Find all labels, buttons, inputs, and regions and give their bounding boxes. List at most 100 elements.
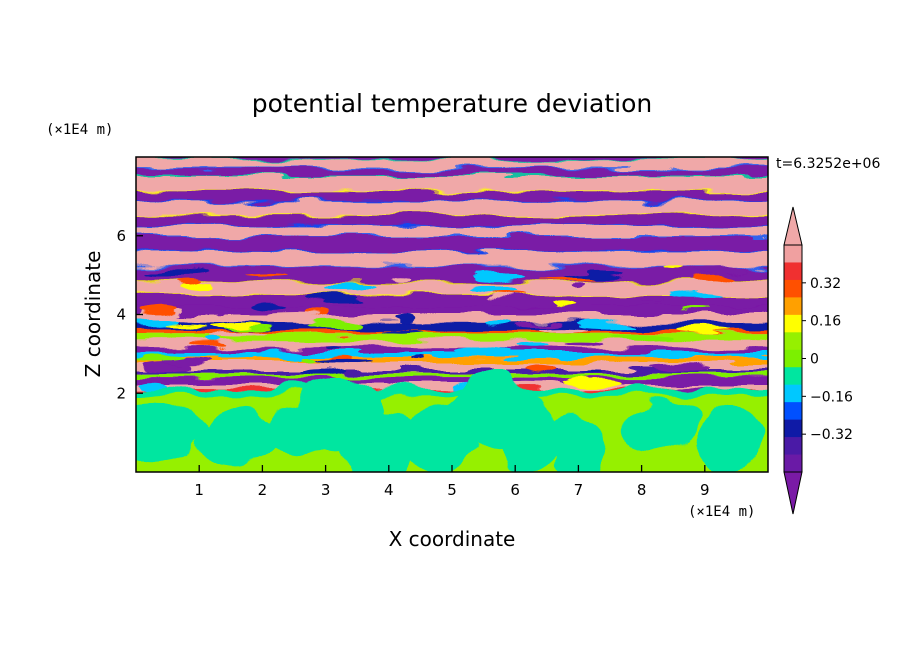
lower-top-strip [136,387,768,396]
eddy [565,340,604,346]
x-tick-label: 6 [510,481,520,499]
colorbar-cell [784,245,802,263]
band [136,340,768,349]
eddy [207,331,266,337]
band [136,201,768,216]
colorbar-cell [784,262,802,281]
band [136,314,768,323]
eddy [681,308,708,312]
band-edge [136,158,768,161]
eddy [516,342,549,349]
eddy [302,295,363,302]
band [136,159,768,169]
band [136,369,768,374]
colorbar-cell [784,314,802,333]
band [136,385,768,390]
x-tick-label: 5 [447,481,457,499]
eddy [242,271,289,275]
band [136,282,768,296]
eddy [486,318,510,325]
eddy [167,324,211,328]
colorbar-cell [784,402,802,421]
colorbar-extend-bottom [783,471,803,515]
band [136,168,768,177]
eddy [303,356,319,364]
colorbar-tick-label: 0.32 [810,276,841,292]
convective-cell [452,369,528,449]
lower-field [136,369,768,472]
band [136,353,768,357]
band [136,306,768,315]
eddy [257,349,309,359]
x-tick-label: 9 [700,481,710,499]
eddy [694,265,747,274]
band [136,236,768,252]
eddy [323,281,376,291]
eddy [326,348,342,353]
eddy [526,364,556,372]
band-edge [136,190,768,193]
band [136,377,768,386]
band [136,333,768,341]
eddy [264,312,321,317]
band-edge [136,225,768,227]
eddy [252,301,287,310]
eddy [451,347,509,356]
band [136,176,768,192]
x-tick-label: 3 [321,481,331,499]
eddy [486,294,512,299]
colorbar-tick-label: −0.16 [810,389,853,405]
x-tick-label: 4 [384,481,394,499]
colorbar-extend-top [783,206,803,246]
band [136,215,768,227]
band-edge [136,235,768,238]
convective-cell [696,412,764,469]
band [136,322,768,330]
eddy [489,291,525,296]
eddy [612,333,674,342]
colorbar-cell [784,367,802,386]
band [136,363,768,369]
eddy [412,356,427,360]
colorbar-cell [784,332,802,351]
colorbar-cell [784,437,802,456]
band-edge [136,294,768,296]
eddy [175,280,203,285]
x-axis-ticks: 1 2 3 4 5 6 7 8 9 [194,465,710,499]
y-axis-ticks: 2 4 6 [116,227,143,402]
x-unit-label: (×1E4 m) [688,504,755,520]
convective-cell [136,406,205,459]
band-edge [136,214,768,217]
eddy [571,282,585,292]
band-edge [136,265,768,268]
eddy [213,323,261,328]
eddy [650,364,710,371]
colorbar [783,206,803,515]
eddy [689,276,737,285]
eddy [579,368,602,372]
convective-cell [549,419,608,472]
eddy [139,305,177,314]
band [136,356,768,364]
x-tick-label: 8 [637,481,647,499]
x-axis-label: X coordinate [389,527,516,551]
eddy [300,366,345,375]
eddy [536,276,595,281]
eddy [640,297,664,304]
band [136,157,768,160]
eddy [398,314,414,324]
eddy [471,284,518,294]
band [136,226,768,237]
y-tick-label: 2 [116,384,126,402]
eddy [218,355,255,360]
eddy [667,291,725,298]
eddy [180,283,215,288]
colorbar-cell [784,384,802,403]
eddy [149,269,206,276]
y-tick-label: 4 [116,306,126,324]
eddy [551,299,574,307]
y-axis-label: Z coordinate [81,251,105,378]
eddy [317,357,373,364]
colorbar-tick-label: −0.32 [810,427,853,443]
